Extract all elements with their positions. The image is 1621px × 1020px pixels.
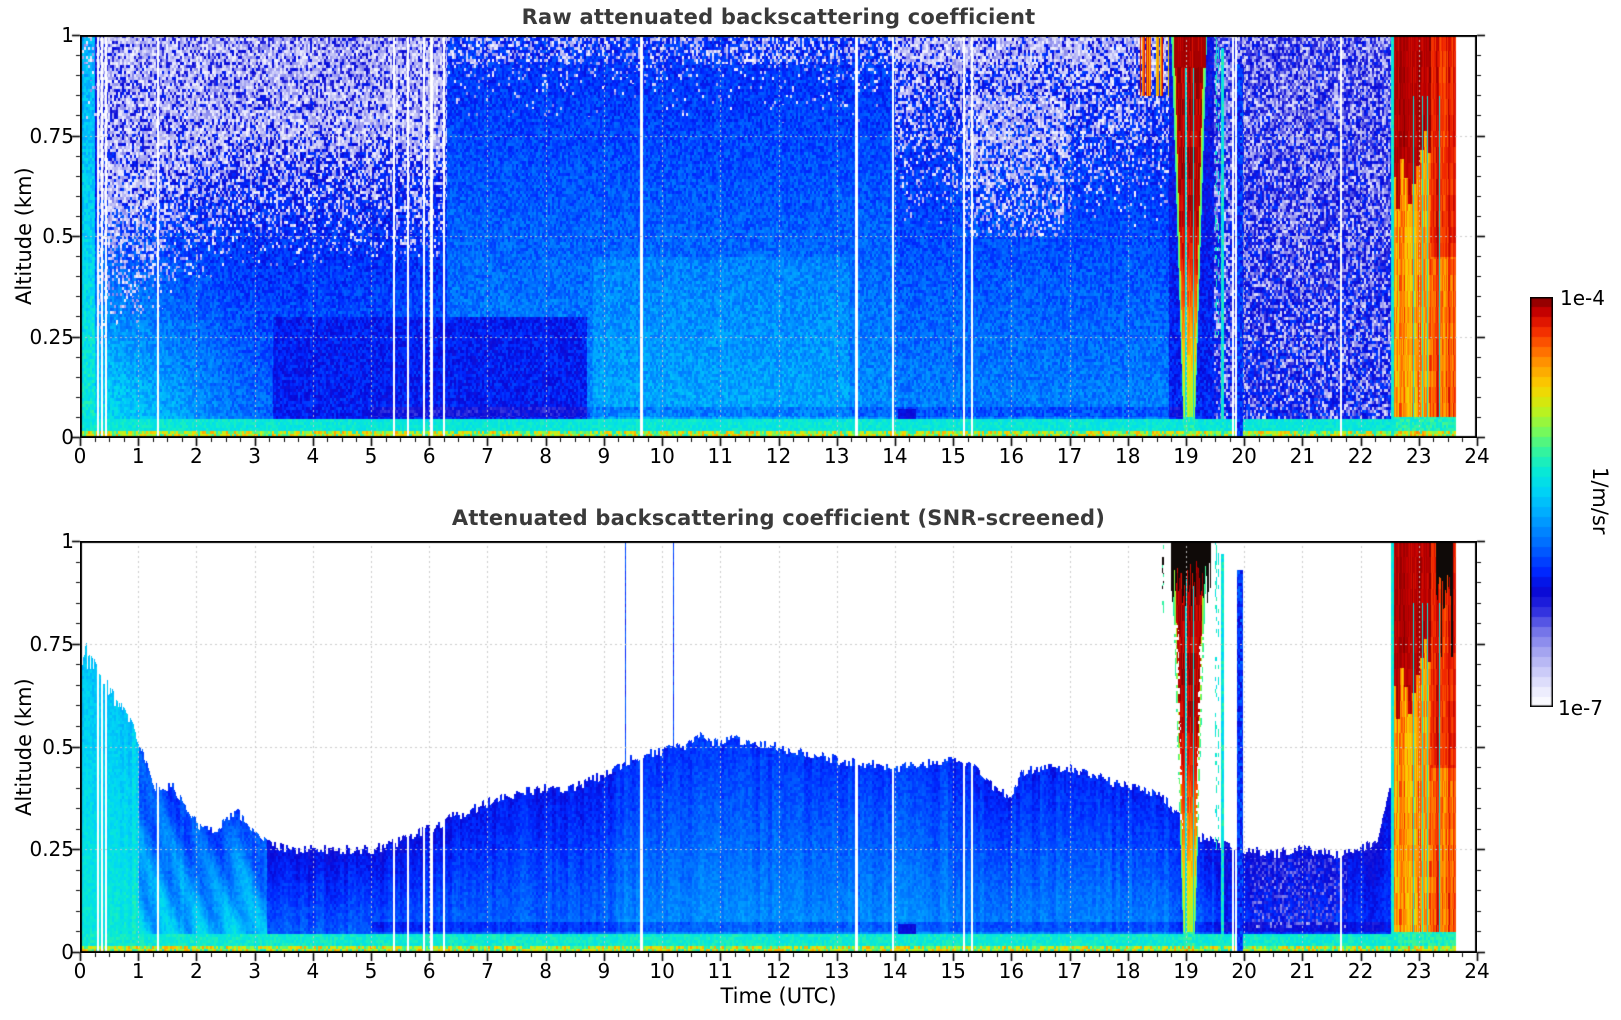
x-tick-label: 14 bbox=[882, 959, 908, 983]
x-tick-label: 0 bbox=[73, 444, 87, 468]
x-tick-labels-top: 0 1 2 3 4 5 6 7 8 9 10 11 12 13 14 15 16 17 18 19 20 21 22 23 24 bbox=[0, 444, 1621, 470]
x-tick-label: 3 bbox=[248, 959, 261, 983]
y-tick-label: 0.5 bbox=[42, 224, 74, 248]
x-tick-label: 1 bbox=[131, 959, 145, 983]
x-tick-label: 3 bbox=[248, 444, 261, 468]
x-axis-label: Time (UTC) bbox=[720, 984, 837, 1008]
x-tick-label: 9 bbox=[597, 959, 611, 983]
x-tick-label: 19 bbox=[1173, 444, 1199, 468]
x-tick-label: 7 bbox=[481, 444, 494, 468]
x-tick-label: 5 bbox=[364, 444, 378, 468]
x-tick-label: 4 bbox=[306, 444, 320, 468]
x-tick-label: 22 bbox=[1347, 959, 1374, 983]
x-tick-label: 13 bbox=[823, 959, 850, 983]
x-tick-label: 21 bbox=[1289, 444, 1316, 468]
x-tick-label: 11 bbox=[707, 444, 734, 468]
x-tick-label: 11 bbox=[707, 959, 734, 983]
y-tick-label: 0 bbox=[61, 940, 74, 964]
x-tick-label: 18 bbox=[1115, 444, 1141, 468]
x-tick-label: 2 bbox=[190, 959, 203, 983]
raw-backscatter-heatmap bbox=[80, 35, 1477, 438]
x-tick-label: 9 bbox=[597, 444, 611, 468]
x-tick-label: 5 bbox=[364, 959, 378, 983]
x-tick-label: 18 bbox=[1115, 959, 1141, 983]
x-tick-label: 17 bbox=[1056, 959, 1083, 983]
x-tick-label: 17 bbox=[1056, 444, 1083, 468]
x-tick-label: 14 bbox=[882, 444, 908, 468]
y-axis-label-top: Altitude (km) bbox=[12, 167, 36, 305]
x-tick-label: 12 bbox=[765, 444, 792, 468]
x-tick-label: 12 bbox=[765, 959, 792, 983]
x-tick-label: 4 bbox=[306, 959, 320, 983]
x-tick-label: 16 bbox=[998, 444, 1025, 468]
x-tick-label: 13 bbox=[823, 444, 850, 468]
y-axis-label-bottom: Altitude (km) bbox=[12, 678, 36, 816]
x-tick-label: 8 bbox=[539, 444, 553, 468]
x-tick-labels-bottom: 0 1 2 3 4 5 6 7 8 9 10 11 12 13 14 15 16 17 18 19 20 21 22 23 24 bbox=[0, 959, 1621, 985]
x-tick-label: 23 bbox=[1406, 959, 1432, 983]
x-tick-label: 6 bbox=[422, 444, 436, 468]
x-tick-label: 0 bbox=[73, 959, 87, 983]
y-tick-label: 1 bbox=[61, 23, 74, 47]
x-tick-label: 7 bbox=[481, 959, 494, 983]
y-tick-label: 0.25 bbox=[29, 324, 74, 349]
x-tick-label: 6 bbox=[422, 959, 436, 983]
screened-backscatter-heatmap bbox=[80, 541, 1477, 953]
x-tick-label: 15 bbox=[940, 959, 966, 983]
x-tick-label: 10 bbox=[649, 959, 675, 983]
y-tick-labels-bottom: 1 0.75 0.5 0.25 0 bbox=[12, 0, 74, 1000]
colorbar-max-label: 1e-4 bbox=[1560, 286, 1605, 310]
y-tick-labels-top: 1 0.75 0.5 0.25 0 bbox=[12, 0, 74, 500]
y-tick-label: 0.25 bbox=[29, 837, 74, 862]
colorbar-gradient bbox=[1530, 297, 1553, 707]
y-tick-label: 0.5 bbox=[42, 734, 74, 759]
x-tick-label: 21 bbox=[1289, 959, 1316, 983]
x-tick-label: 22 bbox=[1347, 444, 1374, 468]
y-tick-label: 0 bbox=[61, 425, 74, 449]
x-tick-label: 16 bbox=[998, 959, 1025, 983]
x-tick-label: 2 bbox=[190, 444, 203, 468]
y-tick-label: 1 bbox=[61, 529, 74, 553]
x-tick-label: 10 bbox=[649, 444, 675, 468]
x-tick-label: 24 bbox=[1464, 959, 1490, 983]
colorbar-unit-label: 1/m/sr bbox=[1588, 467, 1612, 535]
x-tick-label: 23 bbox=[1406, 444, 1432, 468]
x-tick-label: 20 bbox=[1231, 959, 1257, 983]
x-tick-label: 20 bbox=[1231, 444, 1257, 468]
x-tick-label: 1 bbox=[131, 444, 145, 468]
x-tick-label: 8 bbox=[539, 959, 553, 983]
colorbar-min-label: 1e-7 bbox=[1558, 696, 1603, 720]
x-tick-label: 19 bbox=[1173, 959, 1199, 983]
y-tick-label: 0.75 bbox=[29, 631, 74, 656]
x-tick-label: 15 bbox=[940, 444, 966, 468]
y-tick-label: 0.75 bbox=[29, 123, 74, 148]
x-tick-label: 24 bbox=[1464, 444, 1490, 468]
